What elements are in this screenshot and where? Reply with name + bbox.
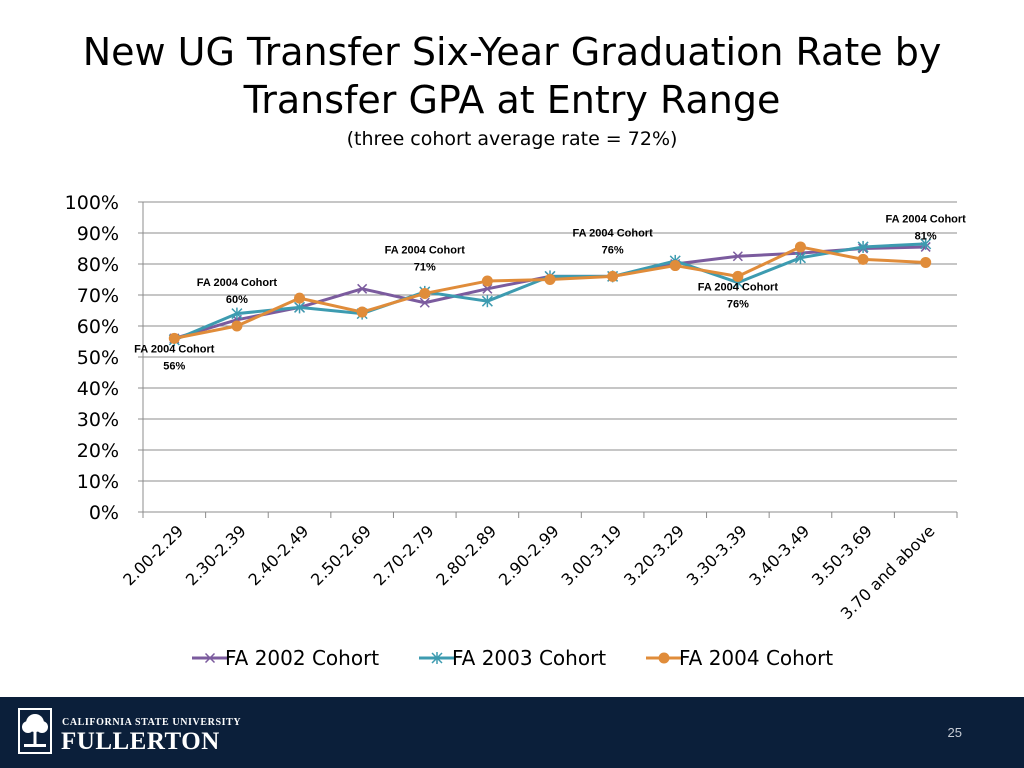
- y-tick-label: 60%: [77, 316, 119, 338]
- data-point-fa-2004-cohort: [857, 253, 869, 265]
- data-point-fa-2004-cohort: [794, 241, 806, 253]
- x-tick-label: 2.80-2.89: [432, 521, 500, 589]
- data-point-fa-2002-cohort: [482, 283, 493, 294]
- slide-title-line1: New UG Transfer Six-Year Graduation Rate…: [82, 30, 942, 74]
- data-label-value: 60%: [226, 294, 248, 306]
- data-point-fa-2004-cohort: [732, 270, 744, 282]
- y-tick-label: 90%: [77, 223, 119, 245]
- series-line-fa-2002-cohort: [173, 245, 926, 340]
- data-label-series: FA 2004 Cohort: [385, 244, 466, 256]
- legend-item-fa-2002-cohort: FA 2002 Cohort: [192, 646, 379, 670]
- x-tick-label: 3.20-3.29: [620, 521, 688, 589]
- y-tick-label: 70%: [77, 285, 119, 307]
- data-point-fa-2003-cohort: [481, 295, 493, 308]
- data-label-series: FA 2004 Cohort: [886, 213, 967, 225]
- x-tick-label: 3.50-3.69: [808, 521, 876, 589]
- legend-item-fa-2003-cohort: FA 2003 Cohort: [419, 646, 606, 670]
- data-label-series: FA 2004 Cohort: [572, 227, 653, 239]
- university-name-bottom: FULLERTON: [61, 728, 220, 755]
- slide-title-line2: Transfer GPA at Entry Range: [243, 78, 781, 122]
- data-label-value: 71%: [414, 261, 436, 273]
- x-tick-label: 2.50-2.69: [307, 521, 375, 589]
- legend-item-fa-2004-cohort: FA 2004 Cohort: [646, 646, 833, 670]
- slide-header: New UG Transfer Six-Year Graduation Rate…: [0, 28, 1024, 150]
- data-point-fa-2004-cohort: [168, 332, 180, 344]
- data-point-fa-2003-cohort: [857, 240, 869, 253]
- legend-marker: [431, 652, 443, 664]
- y-tick-label: 80%: [77, 254, 119, 276]
- data-label-value: 76%: [727, 298, 749, 310]
- data-label-series: FA 2004 Cohort: [134, 343, 215, 355]
- marker-stroke: [204, 652, 216, 664]
- data-point-fa-2004-cohort: [419, 287, 431, 299]
- data-label-value: 56%: [163, 360, 185, 372]
- university-tree-logo-icon: [18, 708, 52, 754]
- legend-marker: [658, 652, 670, 664]
- legend-label: FA 2004 Cohort: [679, 646, 833, 670]
- page-number: 25: [947, 725, 962, 740]
- y-tick-label: 40%: [77, 378, 119, 400]
- legend-marker: [204, 652, 216, 664]
- data-point-fa-2004-cohort: [920, 256, 932, 268]
- university-name-top: CALIFORNIA STATE UNIVERSITY: [62, 717, 242, 728]
- y-tick-label: 100%: [65, 192, 119, 214]
- x-tick-label: 3.40-3.49: [745, 521, 813, 589]
- y-tick-label: 0%: [89, 502, 119, 524]
- legend-label: FA 2002 Cohort: [225, 646, 379, 670]
- x-tick-label: 2.90-2.99: [495, 521, 563, 589]
- y-tick-label: 50%: [77, 347, 119, 369]
- data-label-value: 81%: [915, 230, 937, 242]
- x-tick-label: 3.30-3.39: [683, 521, 751, 589]
- data-label-series: FA 2004 Cohort: [698, 281, 779, 293]
- marker-stroke: [732, 251, 743, 262]
- data-point-fa-2003-cohort: [920, 237, 932, 250]
- data-point-fa-2004-cohort: [481, 275, 493, 287]
- data-point-fa-2002-cohort: [419, 297, 430, 308]
- x-tick-label: 2.40-2.49: [244, 521, 312, 589]
- data-point-fa-2004-cohort: [356, 306, 368, 318]
- data-point-fa-2004-cohort: [294, 292, 306, 304]
- y-tick-label: 20%: [77, 440, 119, 462]
- data-point-fa-2004-cohort: [231, 320, 243, 332]
- data-point-fa-2003-cohort: [231, 307, 243, 320]
- footer-bar: CALIFORNIA STATE UNIVERSITY FULLERTON 25: [0, 697, 1024, 768]
- data-point-fa-2003-cohort: [794, 251, 806, 264]
- legend-label: FA 2003 Cohort: [452, 646, 606, 670]
- x-tick-label: 2.30-2.39: [182, 521, 250, 589]
- marker-stroke: [482, 283, 493, 294]
- series-line-fa-2004-cohort: [174, 245, 926, 340]
- x-tick-label: 2.70-2.79: [370, 521, 438, 589]
- data-label-value: 76%: [602, 244, 624, 256]
- marker-stroke: [419, 297, 430, 308]
- data-label-series: FA 2004 Cohort: [197, 277, 278, 289]
- data-point-fa-2002-cohort: [357, 283, 368, 294]
- x-tick-label: 3.00-3.19: [558, 521, 626, 589]
- data-point-fa-2004-cohort: [607, 270, 619, 282]
- data-point-fa-2004-cohort: [669, 260, 681, 272]
- line-chart: 0% 10% 20% 30% 40% 50% 60% 70% 80% 90% 100% 2.00-2.…: [65, 192, 967, 670]
- slide-subtitle: (three cohort average rate = 72%): [346, 128, 678, 150]
- marker-stroke: [357, 283, 368, 294]
- y-tick-label: 30%: [77, 409, 119, 431]
- data-point-fa-2004-cohort: [544, 274, 556, 285]
- data-point-fa-2002-cohort: [732, 251, 743, 262]
- x-tick-label: 2.00-2.29: [119, 521, 187, 589]
- y-tick-label: 10%: [77, 471, 119, 493]
